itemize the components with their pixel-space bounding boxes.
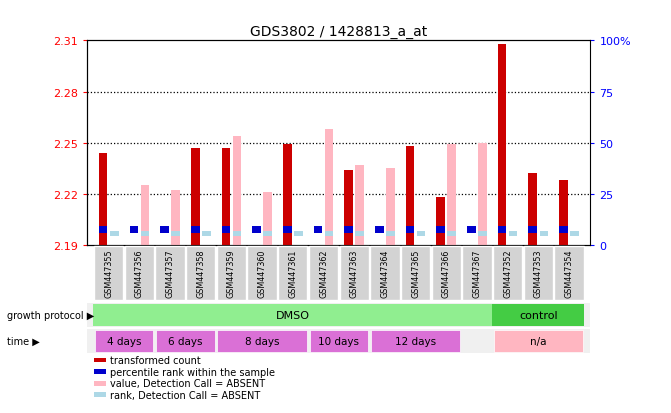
Text: control: control xyxy=(519,310,558,320)
Bar xyxy=(171,232,180,237)
Bar xyxy=(559,227,568,233)
Bar xyxy=(294,232,303,237)
Text: transformed count: transformed count xyxy=(110,355,201,365)
Text: GSM447354: GSM447354 xyxy=(564,249,574,297)
Text: 10 days: 10 days xyxy=(318,336,360,346)
Text: 4 days: 4 days xyxy=(107,336,142,346)
Bar xyxy=(448,145,456,245)
Text: GSM447365: GSM447365 xyxy=(411,249,420,297)
Text: GSM447353: GSM447353 xyxy=(534,249,543,297)
Text: 8 days: 8 days xyxy=(245,336,279,346)
Text: GSM447352: GSM447352 xyxy=(503,249,512,297)
Text: GSM447356: GSM447356 xyxy=(135,249,144,297)
Bar xyxy=(233,232,242,237)
Bar xyxy=(252,227,261,233)
Bar xyxy=(233,137,242,245)
Bar xyxy=(478,143,486,245)
Bar xyxy=(375,227,384,233)
Bar xyxy=(313,227,322,233)
Bar xyxy=(539,232,548,237)
Text: GSM447357: GSM447357 xyxy=(166,249,174,297)
Bar xyxy=(191,148,199,245)
Bar xyxy=(436,198,445,245)
Bar xyxy=(221,227,230,233)
Bar xyxy=(221,148,230,245)
Text: GSM447362: GSM447362 xyxy=(319,249,328,297)
Bar xyxy=(191,227,199,233)
Title: GDS3802 / 1428813_a_at: GDS3802 / 1428813_a_at xyxy=(250,25,427,39)
Text: time ▶: time ▶ xyxy=(7,336,40,346)
Bar xyxy=(406,227,415,233)
Text: rank, Detection Call = ABSENT: rank, Detection Call = ABSENT xyxy=(110,390,260,400)
Text: percentile rank within the sample: percentile rank within the sample xyxy=(110,367,275,377)
Bar xyxy=(448,232,456,237)
Bar xyxy=(171,191,180,245)
Bar xyxy=(356,232,364,237)
Text: GSM447366: GSM447366 xyxy=(442,249,451,297)
Text: growth protocol ▶: growth protocol ▶ xyxy=(7,310,94,320)
Bar xyxy=(160,227,169,233)
Text: 6 days: 6 days xyxy=(168,336,203,346)
Bar xyxy=(529,174,537,245)
Bar xyxy=(263,192,272,245)
Text: GSM447360: GSM447360 xyxy=(258,249,266,297)
Bar xyxy=(570,232,579,237)
Text: GSM447364: GSM447364 xyxy=(380,249,389,297)
Bar xyxy=(202,232,211,237)
Bar xyxy=(436,227,445,233)
Bar xyxy=(559,181,568,245)
Text: GSM447358: GSM447358 xyxy=(197,249,205,297)
Bar xyxy=(99,227,107,233)
Bar xyxy=(406,147,415,245)
Bar xyxy=(386,232,395,237)
Text: 12 days: 12 days xyxy=(395,336,436,346)
Bar xyxy=(498,227,507,233)
Bar xyxy=(130,227,138,233)
Bar xyxy=(325,232,333,237)
Text: DMSO: DMSO xyxy=(276,310,310,320)
Bar xyxy=(509,232,517,237)
Bar xyxy=(325,130,333,245)
Bar xyxy=(344,227,353,233)
Text: GSM447355: GSM447355 xyxy=(104,249,113,297)
Bar xyxy=(417,232,425,237)
Bar xyxy=(110,232,119,237)
Bar xyxy=(386,169,395,245)
Bar xyxy=(356,166,364,245)
Bar xyxy=(283,145,292,245)
Text: GSM447367: GSM447367 xyxy=(472,249,481,297)
Bar xyxy=(99,154,107,245)
Text: n/a: n/a xyxy=(530,336,547,346)
Text: value, Detection Call = ABSENT: value, Detection Call = ABSENT xyxy=(110,378,265,388)
Bar xyxy=(141,186,149,245)
Bar xyxy=(141,232,149,237)
Bar xyxy=(478,232,486,237)
Bar xyxy=(529,227,537,233)
Bar xyxy=(283,227,292,233)
Bar xyxy=(467,227,476,233)
Bar xyxy=(263,232,272,237)
Bar xyxy=(344,171,353,245)
Text: GSM447363: GSM447363 xyxy=(350,249,359,297)
Text: GSM447361: GSM447361 xyxy=(289,249,297,297)
Bar xyxy=(498,45,507,245)
Text: GSM447359: GSM447359 xyxy=(227,249,236,297)
